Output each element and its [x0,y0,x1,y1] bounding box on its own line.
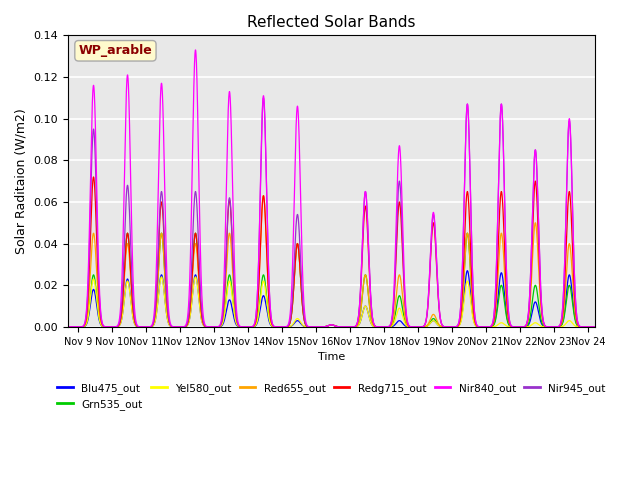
Red655_out [260,193,268,199]
Nir840_out [64,324,72,330]
X-axis label: Time: Time [318,352,345,362]
Redg715_out [584,324,591,330]
Line: Blu475_out: Blu475_out [68,271,595,327]
Blu475_out [64,324,72,330]
Red655_out [584,324,591,330]
Blu475_out [590,324,598,330]
Blu475_out [536,318,544,324]
Line: Nir945_out: Nir945_out [68,98,595,327]
Yel580_out [591,324,598,330]
Grn535_out [64,324,72,330]
Redg715_out [590,324,598,330]
Text: WP_arable: WP_arable [79,44,152,57]
Red655_out [591,324,598,330]
Blu475_out [591,324,598,330]
Yel580_out [584,324,591,330]
Yel580_out [590,324,598,330]
Nir840_out [590,324,598,330]
Blu475_out [401,322,408,328]
Yel580_out [401,319,408,324]
Line: Grn535_out: Grn535_out [68,233,595,327]
Nir840_out [191,47,199,53]
Yel580_out [536,323,544,329]
Nir840_out [591,324,598,330]
Grn535_out [591,324,598,330]
Nir945_out [584,324,591,330]
Nir840_out [536,280,544,286]
Grn535_out [536,314,544,320]
Red655_out [536,298,544,304]
Grn535_out [590,324,598,330]
Grn535_out [301,320,308,325]
Nir945_out [522,323,530,328]
Blu475_out [584,324,591,330]
Grn535_out [157,230,165,236]
Redg715_out [64,324,72,330]
Line: Yel580_out: Yel580_out [68,277,595,327]
Redg715_out [90,174,97,180]
Nir945_out [401,283,408,288]
Nir945_out [301,318,308,324]
Blu475_out [522,324,530,330]
Y-axis label: Solar Raditaion (W/m2): Solar Raditaion (W/m2) [15,108,28,254]
Nir945_out [64,324,72,330]
Nir945_out [590,324,598,330]
Red655_out [301,320,308,325]
Title: Reflected Solar Bands: Reflected Solar Bands [247,15,415,30]
Blu475_out [301,324,308,329]
Redg715_out [301,320,308,325]
Nir945_out [591,324,598,330]
Line: Nir840_out: Nir840_out [68,50,595,327]
Nir840_out [522,323,530,328]
Red655_out [522,323,530,329]
Yel580_out [157,274,165,280]
Blu475_out [463,268,471,274]
Redg715_out [401,288,408,294]
Legend: Blu475_out, Grn535_out, Yel580_out, Red655_out, Redg715_out, Nir840_out, Nir945_: Blu475_out, Grn535_out, Yel580_out, Red6… [53,379,610,414]
Yel580_out [64,324,72,330]
Red655_out [401,309,408,315]
Nir840_out [584,324,591,330]
Nir945_out [536,280,544,286]
Grn535_out [584,324,591,330]
Line: Redg715_out: Redg715_out [68,177,595,327]
Yel580_out [301,324,308,329]
Yel580_out [522,324,530,330]
Grn535_out [522,324,530,329]
Redg715_out [536,288,544,294]
Nir945_out [260,95,268,101]
Grn535_out [401,315,408,321]
Nir840_out [401,273,408,278]
Line: Red655_out: Red655_out [68,196,595,327]
Red655_out [64,324,72,330]
Nir840_out [301,313,308,319]
Redg715_out [591,324,598,330]
Red655_out [590,324,598,330]
Redg715_out [522,323,530,329]
